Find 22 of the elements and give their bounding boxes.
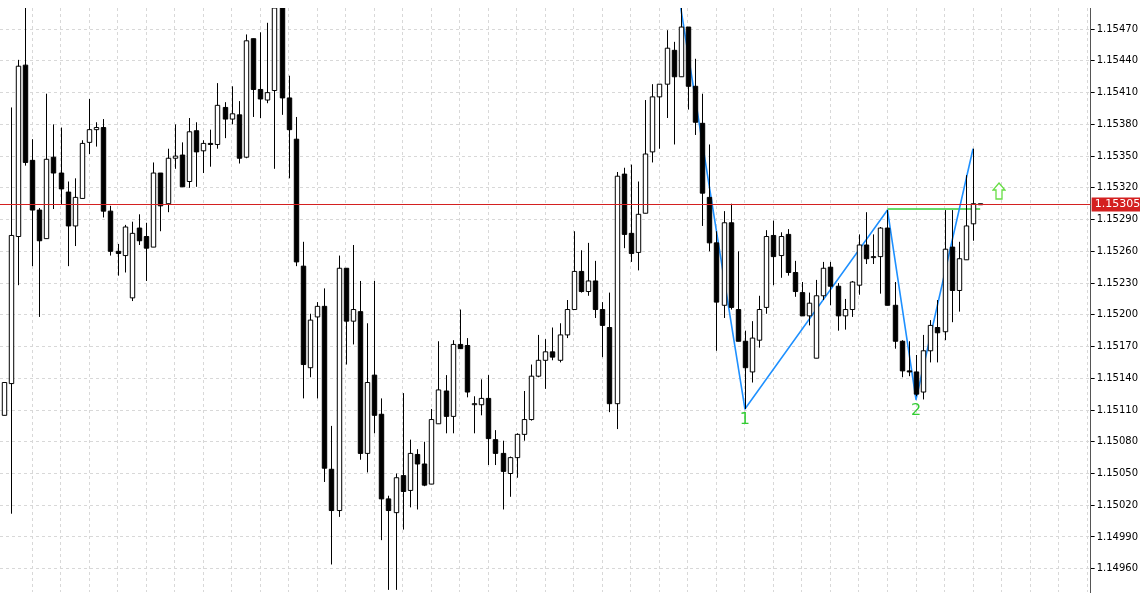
y-tick-label: 1.15200 — [1096, 308, 1139, 320]
candlestick — [1, 382, 8, 416]
y-tick-label: 1.15440 — [1096, 54, 1139, 66]
y-tick-label: 1.14990 — [1096, 530, 1139, 542]
y-tick-label: 1.15470 — [1096, 22, 1139, 34]
y-tick-label: 1.15260 — [1096, 244, 1139, 256]
y-tick-label: 1.15140 — [1096, 371, 1139, 383]
y-tick-label: 1.15350 — [1096, 149, 1139, 161]
y-tick-label: 1.15020 — [1096, 498, 1139, 510]
y-tick-label: 1.15320 — [1096, 181, 1139, 193]
y-tick-label: 1.15080 — [1096, 435, 1139, 447]
y-tick-label: 1.14960 — [1096, 562, 1139, 574]
annotation: 2 — [910, 399, 922, 419]
ref-line-label: 1.15305 — [1094, 197, 1140, 211]
y-tick-label: 1.15380 — [1096, 117, 1139, 129]
y-tick-label: 1.15230 — [1096, 276, 1139, 288]
y-tick-label: 1.15290 — [1096, 213, 1139, 225]
y-tick-label: 1.15050 — [1096, 467, 1139, 479]
annotation: 1 — [739, 409, 751, 429]
y-tick-label: 1.15170 — [1096, 340, 1139, 352]
y-tick-label: 1.15410 — [1096, 86, 1139, 98]
y-tick-label: 1.15110 — [1096, 403, 1139, 415]
